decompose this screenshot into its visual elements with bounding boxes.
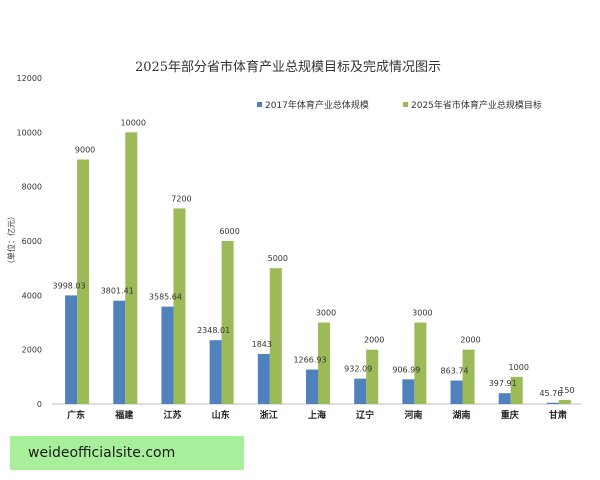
category-label-7: 河南 [404,409,422,421]
bar-s0-5 [306,369,318,404]
category-label-8: 湖南 [453,409,471,421]
category-label-2: 江苏 [163,409,181,421]
data-label-s1-3: 6000 [219,227,239,236]
bar-s0-4 [257,353,270,404]
bar-s1-1 [125,132,138,405]
data-label-s1-4: 5000 [268,254,288,263]
y-tick-label-6: 12000 [17,74,42,83]
category-label-9: 重庆 [501,409,519,421]
bar-s0-3 [209,340,222,404]
category-label-4: 浙江 [260,409,278,421]
data-label-s1-0: 9000 [75,146,95,155]
y-tick-label-2: 4000 [22,291,42,300]
data-label-s1-9: 1000 [509,363,529,372]
y-tick-label-4: 8000 [22,183,42,192]
data-label-s1-10: 150 [559,386,574,395]
bar-s1-9 [510,376,523,404]
data-label-s1-6: 2000 [364,336,384,345]
y-axis-label: （单位：亿元） [6,212,16,268]
data-label-s0-8: 863.74 [441,367,469,376]
data-label-s1-7: 3000 [412,309,432,318]
category-label-0: 广东 [67,409,85,421]
data-label-s0-7: 906.99 [392,365,420,374]
bar-s1-4 [269,268,282,404]
chart-title: 2025年部分省市体育产业总规模目标及完成情况图示 [135,59,441,75]
data-label-s0-5: 1266.93 [293,356,326,365]
bar-s0-1 [113,300,126,404]
data-label-s0-3: 2348.01 [197,326,230,335]
y-ticks: 0 2000 4000 6000 8000 10000 12000 [17,74,42,409]
y-tick-label-1: 2000 [22,346,42,355]
bar-s0-7 [402,379,415,404]
watermark-banner: weideofficialsite.com [10,436,244,470]
bar-s1-7 [414,322,427,404]
bar-s0-2 [161,306,174,404]
category-label-6: 辽宁 [356,409,374,421]
bar-s1-6 [366,349,379,404]
data-label-s1-1: 10000 [121,118,146,127]
data-label-s1-8: 2000 [460,336,480,345]
bar-s0-0 [65,295,78,404]
bar-s0-8 [450,380,463,404]
category-label-5: 上海 [308,409,326,421]
y-tick-label-5: 10000 [17,128,42,137]
data-label-s0-9: 397.91 [489,379,517,388]
data-label-s1-5: 3000 [316,309,336,318]
category-label-1: 福建 [114,409,134,421]
category-label-3: 山东 [212,409,230,421]
bar-s1-2 [173,208,186,404]
data-label-s0-1: 3801.41 [101,287,134,296]
bar-s0-10 [546,402,559,404]
bar-s1-0 [77,159,90,404]
bar-s0-9 [498,393,511,404]
y-tick-label-3: 6000 [22,237,42,246]
data-label-s0-2: 3585.64 [149,293,182,302]
legend: 2017年体育产业总体规模 2025年省市体育产业总规模目标 [257,99,542,111]
bar-s0-6 [354,378,367,404]
bar-s1-10 [558,399,571,404]
category-labels: 广东 福建 江苏 山东 浙江 上海 辽宁 河南 湖南 重庆 甘肃 [67,409,567,421]
data-label-s0-4: 1843 [252,340,272,349]
bar-s1-5 [318,322,330,404]
category-label-10: 甘肃 [549,409,567,421]
value-labels: 3998.03 9000 3801.41 10000 3585.64 7200 2348.0… [53,118,575,397]
legend-swatch-1 [403,102,408,107]
data-label-s0-0: 3998.03 [53,281,86,290]
y-tick-label-0: 0 [37,400,42,409]
bar-s1-3 [221,241,234,404]
legend-label-1: 2025年省市体育产业总规模目标 [411,99,542,111]
bars [65,132,571,405]
bar-s1-8 [462,349,475,404]
data-label-s1-2: 7200 [171,194,191,203]
data-label-s0-6: 932.09 [344,365,372,374]
data-label-s0-10: 45.76 [539,389,562,398]
legend-label-0: 2017年体育产业总体规模 [265,99,369,111]
legend-swatch-0 [257,102,262,107]
